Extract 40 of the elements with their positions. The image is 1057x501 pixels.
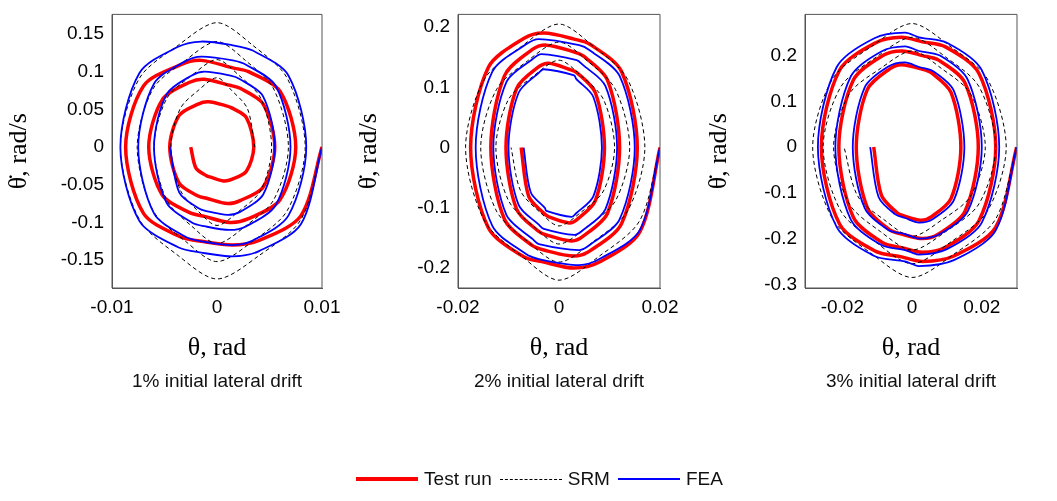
- y-tick-label: 0.15: [67, 22, 104, 44]
- x-tick-label: -0.02: [436, 295, 480, 317]
- x-axis-title: θ, rad: [529, 332, 589, 362]
- y-tick-label: 0.1: [770, 89, 797, 111]
- line-series: [119, 40, 322, 258]
- y-tick-label: 0.05: [67, 97, 104, 119]
- y-tick-label: 0.1: [423, 75, 450, 97]
- x-tick-label: 0: [211, 295, 223, 317]
- y-tick-label: -0.15: [60, 248, 104, 270]
- y-axis-title: θ̇, rad/s: [703, 113, 733, 190]
- y-tick-label: 0.2: [423, 15, 450, 37]
- x-tick-label: 0: [553, 295, 565, 317]
- text: 3% initial lateral drift: [825, 370, 997, 392]
- x-axis-title: θ, rad: [881, 332, 941, 362]
- x-tick-label: -0.01: [90, 295, 134, 317]
- x-tick-label: 0.02: [963, 295, 1001, 317]
- y-tick-label: 0: [786, 135, 797, 157]
- y-tick-label: 0.1: [77, 59, 104, 81]
- x-tick-label: -0.02: [820, 295, 864, 317]
- x-axis-title: θ, rad: [187, 332, 247, 362]
- y-tick-label: 0: [93, 135, 104, 157]
- legend-label: Test run: [424, 468, 492, 490]
- y-tick-label: -0.2: [764, 226, 797, 248]
- x-tick-label: 0.01: [303, 295, 341, 317]
- y-tick-label: -0.2: [417, 256, 450, 278]
- y-axis-title: θ̇, rad/s: [3, 113, 33, 190]
- y-tick-label: 0: [439, 135, 450, 157]
- y-tick-label: -0.1: [71, 210, 104, 232]
- y-tick-label: -0.05: [60, 172, 104, 194]
- legend-label: FEA: [685, 468, 723, 490]
- y-axis-title: θ̇, rad/s: [353, 113, 383, 190]
- y-tick-label: -0.1: [764, 181, 797, 203]
- x-tick-label: 0.02: [641, 295, 679, 317]
- x-tick-label: 0: [906, 295, 918, 317]
- y-tick-label: 0.2: [770, 43, 797, 65]
- text: 1% initial lateral drift: [131, 370, 303, 392]
- legend-label: SRM: [567, 468, 610, 490]
- y-tick-label: -0.1: [417, 196, 450, 218]
- y-tick-label: -0.3: [764, 272, 797, 294]
- text: 2% initial lateral drift: [473, 370, 645, 392]
